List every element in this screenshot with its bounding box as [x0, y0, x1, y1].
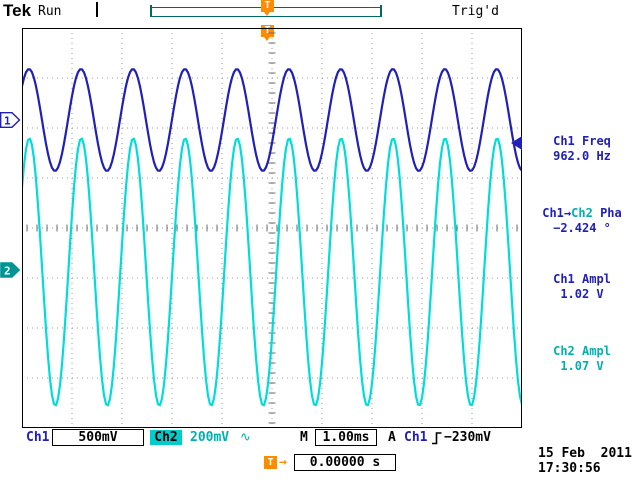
measurement-label: Ch1 Freq	[553, 134, 611, 148]
ch2-coupling-icon: ∿	[240, 430, 251, 445]
trigger-position-marker-record: T	[261, 0, 274, 16]
trigger-position-readout: 0.00000 s	[294, 454, 396, 471]
measurement-value: 1.02 V	[560, 287, 604, 301]
measurement-label: Ch2 Ampl	[553, 344, 611, 358]
ch1-scale-readout: 500mV	[52, 429, 144, 446]
trigger-mode-label: A	[388, 430, 396, 445]
trigger-time-marker: T	[264, 456, 277, 469]
trigger-source-readout: Ch1	[404, 430, 428, 445]
measurement: Ch1 Freq 962.0 Hz	[524, 134, 640, 164]
time: 17:30:56	[538, 461, 601, 476]
trigger-level-readout: −230mV	[444, 430, 491, 445]
graticule	[22, 28, 522, 428]
tek-logo: Tek	[3, 1, 32, 20]
measurement: Ch1→Ch2 Pha −2.424 °	[524, 206, 640, 236]
measurement-value: 962.0 Hz	[553, 149, 611, 163]
acquisition-state: Run	[38, 4, 62, 19]
ch2-label: Ch2	[150, 430, 182, 445]
readout-bar: Ch1 500mV Ch2 200mV ∿ M 1.00ms A Ch1 −23…	[0, 429, 640, 448]
ch2-waveform	[22, 137, 522, 407]
measurement-column: Ch1 Freq 962.0 Hz Ch1→Ch2 Pha −2.424 ° Ch1 A…	[524, 0, 640, 430]
rising-slope-icon	[432, 432, 442, 445]
trigger-marker-letter: T	[264, 0, 271, 11]
measurement: Ch1 Ampl 1.02 V	[524, 272, 640, 302]
down-arrow-icon	[264, 37, 270, 41]
record-start-tick	[150, 5, 152, 17]
measurement-label: Ch1 Ampl	[553, 272, 611, 286]
ch1-label: Ch1	[26, 430, 50, 445]
trigger-marker-letter: T	[264, 25, 271, 36]
ch1-marker-shape	[0, 112, 21, 128]
measurement-label: Ch1→Ch2 Pha	[542, 206, 622, 220]
down-arrow-icon	[264, 12, 270, 16]
ch1-marker-label: 1	[4, 115, 11, 128]
trigger-status: Trig'd	[452, 4, 499, 19]
trigger-marker-letter: T	[267, 457, 274, 468]
record-end-tick	[380, 5, 382, 17]
ch2-marker-label: 2	[4, 265, 11, 278]
ch2-scale-readout: 200mV	[190, 430, 230, 445]
ch1-ground-marker: 1	[0, 112, 21, 128]
timebase-label: M	[300, 430, 308, 445]
measurement-value: 1.07 V	[560, 359, 604, 373]
right-arrow-icon: →	[279, 455, 287, 470]
ch2-ground-marker: 2	[0, 262, 21, 278]
ch2-marker-shape	[0, 262, 21, 278]
measurement-value: −2.424 °	[553, 221, 611, 235]
measurement: Ch2 Ampl 1.07 V	[524, 344, 640, 374]
date: 15 Feb 2011	[538, 446, 632, 461]
ch1-waveform	[22, 68, 522, 172]
timebase-readout: 1.00ms	[315, 429, 377, 446]
trigger-level-arrow-icon	[511, 136, 522, 150]
header-divider	[96, 2, 98, 17]
